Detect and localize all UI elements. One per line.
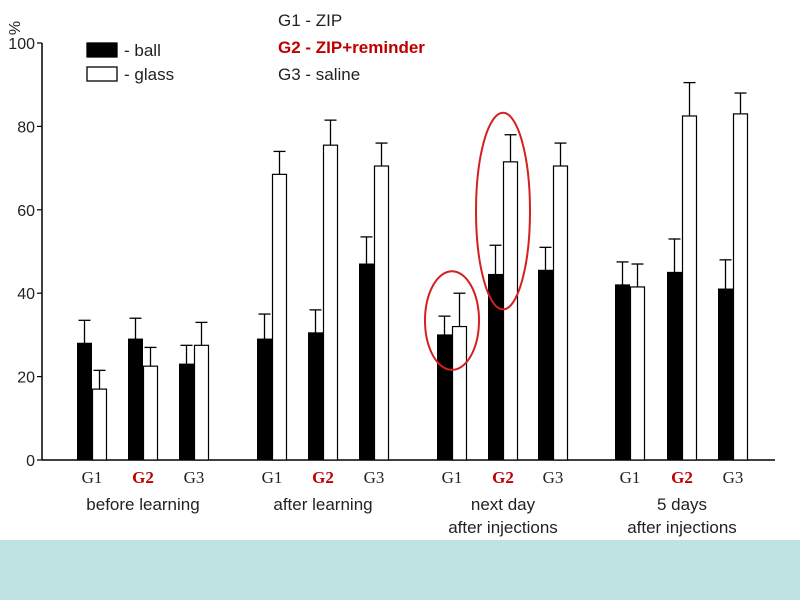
x-group-label: G3 bbox=[364, 468, 385, 487]
bar-glass bbox=[552, 165, 569, 461]
session-label: next day bbox=[471, 495, 536, 514]
x-group-label: G2 bbox=[132, 468, 154, 487]
bar-ball bbox=[538, 269, 553, 461]
y-tick-label: 0 bbox=[26, 453, 35, 470]
bar-ball bbox=[615, 284, 630, 461]
y-tick-label: 80 bbox=[17, 119, 35, 136]
bar-ball bbox=[488, 273, 503, 461]
session-label: 5 days bbox=[657, 495, 707, 514]
bar-glass bbox=[732, 113, 749, 461]
legend-swatch-glass bbox=[86, 66, 118, 82]
session-label: before learning bbox=[86, 495, 199, 514]
bar-ball bbox=[667, 271, 682, 461]
legend-swatch-ball bbox=[86, 42, 118, 58]
group-key-2: G2 - ZIP+reminder bbox=[278, 38, 425, 57]
chart: 0 20 40 60 80 100% - ball - glass G1 - ZIP G2 - Z… bbox=[7, 11, 775, 537]
bar-ball bbox=[128, 338, 143, 461]
y-tick-label: 60 bbox=[17, 203, 35, 220]
group-key-3: G3 - saline bbox=[278, 65, 360, 84]
bar-ball bbox=[437, 334, 452, 461]
session-label: after injections bbox=[448, 518, 558, 537]
y-tick-label: 20 bbox=[17, 370, 35, 387]
bar-chart: 0 20 40 60 80 100% - ball - glass G1 - ZIP G2 - Z… bbox=[7, 11, 775, 537]
bar-glass bbox=[271, 173, 288, 461]
footer-band bbox=[0, 540, 800, 600]
x-group-label: G1 bbox=[442, 468, 463, 487]
bar-ball bbox=[179, 363, 194, 461]
y-axis-label: % bbox=[7, 21, 24, 35]
bar-ball bbox=[359, 263, 374, 461]
bar-glass bbox=[373, 165, 390, 461]
bar-ball bbox=[308, 332, 323, 461]
x-group-label: G1 bbox=[262, 468, 283, 487]
legend-label: - glass bbox=[124, 65, 174, 84]
group-key-1: G1 - ZIP bbox=[278, 11, 342, 30]
bar-glass bbox=[322, 144, 339, 461]
legend-label: - ball bbox=[124, 41, 161, 60]
x-group-label: G1 bbox=[620, 468, 641, 487]
bar-glass bbox=[629, 286, 646, 461]
x-group-label: G2 bbox=[671, 468, 693, 487]
bar-glass bbox=[193, 344, 210, 461]
x-group-label: G2 bbox=[312, 468, 334, 487]
bar-ball bbox=[257, 338, 272, 461]
x-group-label: G2 bbox=[492, 468, 514, 487]
bar-glass bbox=[681, 115, 698, 461]
bar-glass bbox=[451, 325, 468, 461]
bar-glass bbox=[142, 365, 159, 461]
bar-ball bbox=[77, 342, 92, 461]
highlight-ellipse bbox=[475, 111, 531, 311]
bar-ball bbox=[718, 288, 733, 461]
session-label: after learning bbox=[273, 495, 372, 514]
bar-glass bbox=[91, 388, 108, 461]
x-group-label: G3 bbox=[543, 468, 564, 487]
x-group-label: G3 bbox=[184, 468, 205, 487]
bar-glass bbox=[502, 161, 519, 461]
highlight-ellipse bbox=[424, 270, 480, 371]
y-tick-label: 100 bbox=[8, 36, 35, 53]
y-tick-label: 40 bbox=[17, 286, 35, 303]
session-label: after injections bbox=[627, 518, 737, 537]
x-group-label: G3 bbox=[723, 468, 744, 487]
x-group-label: G1 bbox=[82, 468, 103, 487]
